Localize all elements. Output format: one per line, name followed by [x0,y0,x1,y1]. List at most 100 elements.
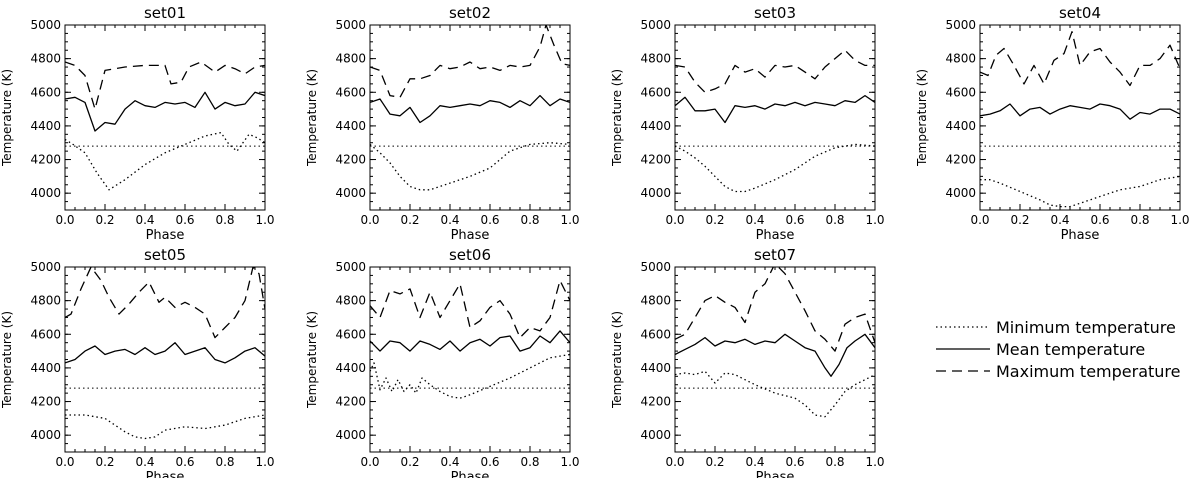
panel-title: set02 [449,4,491,22]
plot-frame [979,24,1181,211]
series-minimum-temperature [65,131,265,191]
y-tick-label: 4600 [335,327,366,341]
x-tick-label: 0.8 [215,455,234,469]
y-tick-label: 5000 [30,260,61,274]
series-mean-temperature [65,91,265,132]
x-axis-label: Phase [756,470,795,478]
y-tick-label: 4400 [335,119,366,133]
x-tick-label: 0.0 [55,213,74,227]
series-minimum-temperature [370,142,570,191]
y-tick-label: 4600 [30,327,61,341]
x-tick-label: 0.6 [785,455,804,469]
x-axis-label: Phase [146,470,185,478]
x-tick-label: 0.8 [215,213,234,227]
x-tick-label: 0.0 [665,213,684,227]
plot-frame [369,266,571,453]
y-tick-label: 4600 [945,85,976,99]
x-tick-label: 0.4 [745,213,764,227]
y-tick-label: 4000 [945,186,976,200]
x-axis-label: Phase [1061,228,1100,243]
panel-title: set05 [144,246,186,264]
y-tick-label: 4400 [640,361,671,375]
panels: set01 0.0 0.2 0.4 0.6 0.8 1.0 4000 4200 4400 4600 4… [0,4,1190,478]
series-mean-temperature [370,330,570,352]
y-tick-label: 4000 [30,428,61,442]
series-maximum-temperature [370,279,570,339]
y-tick-label: 4800 [640,294,671,308]
y-tick-label: 4800 [640,52,671,66]
y-axis-label: Temperature (K) [915,69,929,167]
y-tick-label: 5000 [640,260,671,274]
y-tick-label: 4200 [335,153,366,167]
plot-frame [674,24,876,211]
y-tick-label: 4800 [945,52,976,66]
panel-set06: set06 0.0 0.2 0.4 0.6 0.8 1.0 4000 4200 4400 4600 4… [305,246,580,478]
plot-frame [674,266,876,453]
legend-label-maximum: Maximum temperature [996,362,1181,381]
x-axis-label: Phase [451,470,490,478]
y-tick-label: 4200 [945,153,976,167]
y-axis-label: Temperature (K) [610,69,624,167]
series-maximum-temperature [370,25,570,98]
plot-frame [64,266,266,453]
x-tick-label: 0.6 [1090,213,1109,227]
panel-title: set04 [1059,4,1101,22]
x-tick-label: 0.8 [825,213,844,227]
x-tick-label: 0.2 [705,213,724,227]
panel-title: set03 [754,4,796,22]
panel-set02: set02 0.0 0.2 0.4 0.6 0.8 1.0 4000 4200 4400 4600 4… [305,4,580,243]
legend-label-mean: Mean temperature [996,340,1145,359]
y-tick-label: 4800 [30,294,61,308]
y-tick-label: 4600 [30,85,61,99]
x-tick-label: 1.0 [560,455,579,469]
panel-title: set06 [449,246,491,264]
x-tick-label: 0.0 [360,213,379,227]
x-axis-label: Phase [451,228,490,243]
x-tick-label: 0.8 [825,455,844,469]
y-tick-label: 4600 [640,85,671,99]
y-tick-label: 4800 [30,52,61,66]
x-tick-label: 0.2 [1010,213,1029,227]
x-tick-label: 1.0 [865,213,884,227]
series-maximum-temperature [675,267,875,352]
x-tick-label: 0.4 [440,213,459,227]
y-tick-label: 4000 [335,186,366,200]
x-tick-label: 0.2 [95,213,114,227]
legend: Minimum temperature Mean temperature Max… [936,318,1181,381]
panel-set01: set01 0.0 0.2 0.4 0.6 0.8 1.0 4000 4200 4400 4600 4… [0,4,275,243]
panel-set03: set03 0.0 0.2 0.4 0.6 0.8 1.0 4000 4200 4400 4600 4… [610,4,885,243]
y-axis-label: Temperature (K) [305,311,319,409]
y-tick-label: 5000 [30,18,61,32]
y-tick-label: 4400 [335,361,366,375]
panel-title: set01 [144,4,186,22]
y-tick-label: 4000 [640,186,671,200]
y-tick-label: 4400 [30,361,61,375]
x-tick-label: 0.6 [785,213,804,227]
y-tick-label: 4000 [640,428,671,442]
x-tick-label: 0.4 [1050,213,1069,227]
series-mean-temperature [675,94,875,124]
x-tick-label: 1.0 [1170,213,1189,227]
panel-set04: set04 0.0 0.2 0.4 0.6 0.8 1.0 4000 4200 4400 4600 4… [915,4,1190,243]
x-tick-label: 0.2 [400,213,419,227]
series-mean-temperature [980,103,1180,120]
x-tick-label: 0.2 [95,455,114,469]
x-tick-label: 1.0 [560,213,579,227]
x-tick-label: 1.0 [255,213,274,227]
y-tick-label: 5000 [335,260,366,274]
series-group [65,267,265,440]
x-tick-label: 0.0 [55,455,74,469]
x-tick-label: 0.6 [480,213,499,227]
series-group [675,49,875,193]
y-axis-label: Temperature (K) [0,69,14,167]
series-maximum-temperature [675,49,875,93]
series-mean-temperature [370,94,570,124]
y-axis-label: Temperature (K) [0,311,14,409]
x-tick-label: 0.0 [970,213,989,227]
x-tick-label: 0.6 [175,213,194,227]
panel-title: set07 [754,246,796,264]
y-tick-label: 4400 [640,119,671,133]
panel-set07: set07 0.0 0.2 0.4 0.6 0.8 1.0 4000 4200 4400 4600 4… [610,246,885,478]
plot-frame [369,24,571,211]
